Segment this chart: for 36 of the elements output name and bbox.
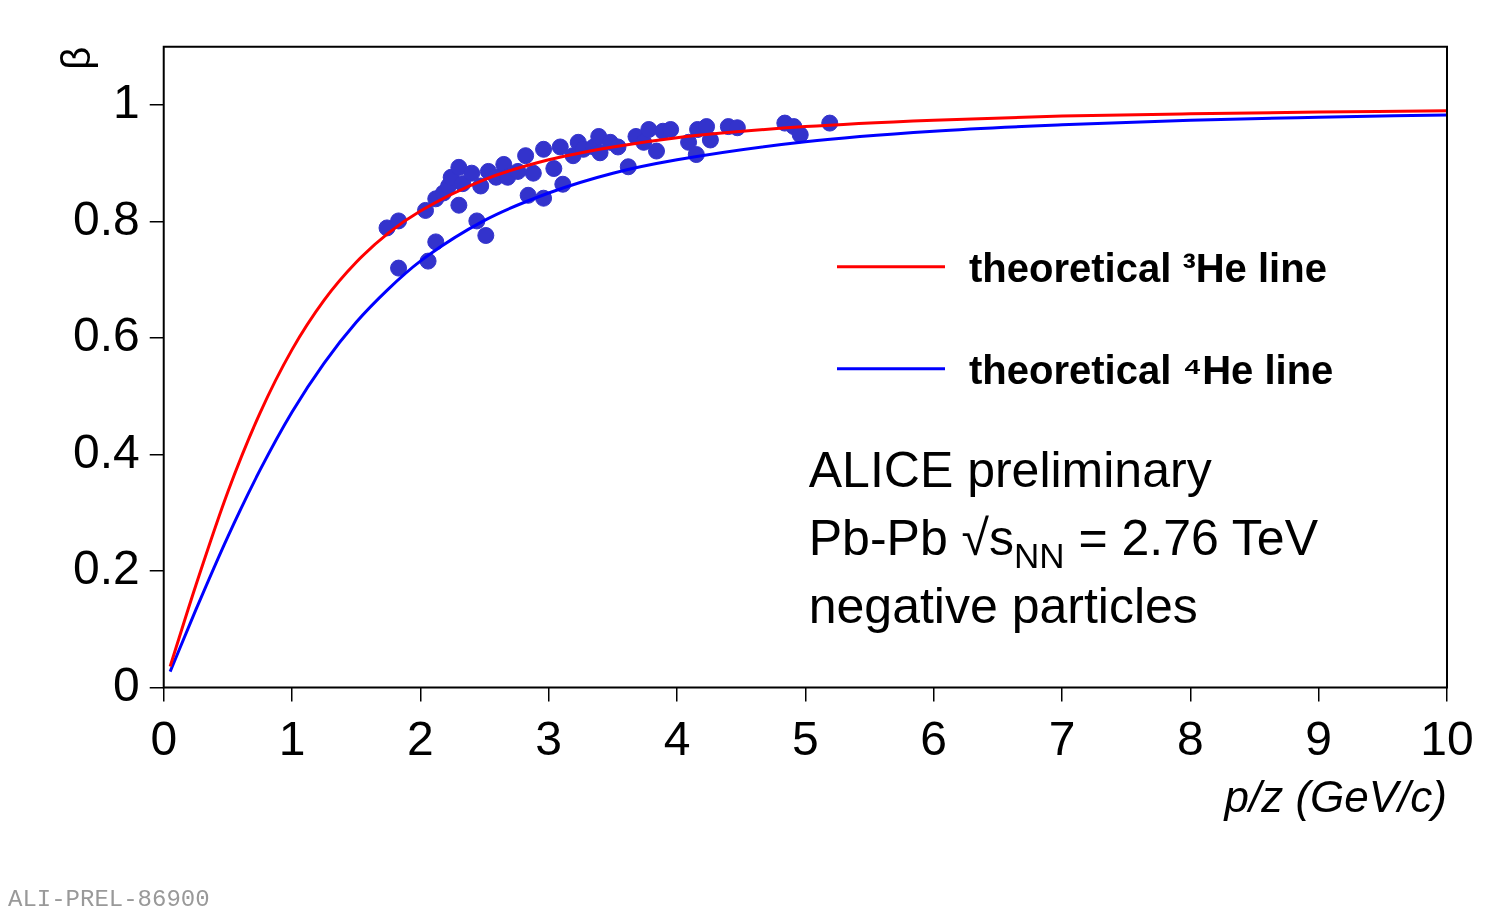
x-tick-label: 7	[1048, 712, 1076, 766]
x-tick-label: 1	[278, 712, 306, 766]
x-tick-label: 4	[663, 712, 691, 766]
point	[450, 196, 468, 214]
annotation: ALICE preliminary	[808, 442, 1212, 499]
y-tick-label: 0.8	[72, 191, 140, 245]
x-tick-label: 8	[1176, 712, 1204, 766]
legend-label: theoretical ⁴He line	[969, 347, 1334, 392]
x-tick-label: 0	[150, 712, 178, 766]
point	[545, 160, 563, 178]
y-tick-label: 0	[113, 657, 140, 711]
y-tick-label: 0.4	[72, 424, 140, 478]
point	[551, 138, 569, 156]
x-axis-title: p/z (GeV/c)	[1222, 772, 1447, 822]
point	[648, 142, 665, 160]
y-tick-label: 0.2	[72, 541, 140, 595]
point	[390, 259, 408, 277]
y-tick-label: 1	[113, 75, 140, 129]
point	[463, 164, 481, 182]
text: ALI-PREL-86900	[8, 886, 210, 913]
point	[450, 158, 468, 176]
x-tick-label: 3	[535, 712, 563, 766]
legend-label: theoretical ³He line	[969, 245, 1327, 290]
x-tick-label: 10	[1420, 712, 1474, 766]
y-axis-title: β	[53, 46, 98, 70]
annotation: negative particles	[808, 578, 1198, 635]
point	[535, 140, 553, 158]
point	[640, 121, 658, 138]
x-tick-label: 9	[1305, 712, 1333, 766]
point	[524, 164, 542, 182]
x-tick-label: 5	[792, 712, 819, 766]
y-tick-label: 0.6	[72, 308, 140, 362]
point	[477, 226, 495, 244]
x-tick-label: 6	[920, 712, 948, 766]
point	[517, 147, 535, 165]
x-tick-label: 2	[407, 712, 434, 766]
